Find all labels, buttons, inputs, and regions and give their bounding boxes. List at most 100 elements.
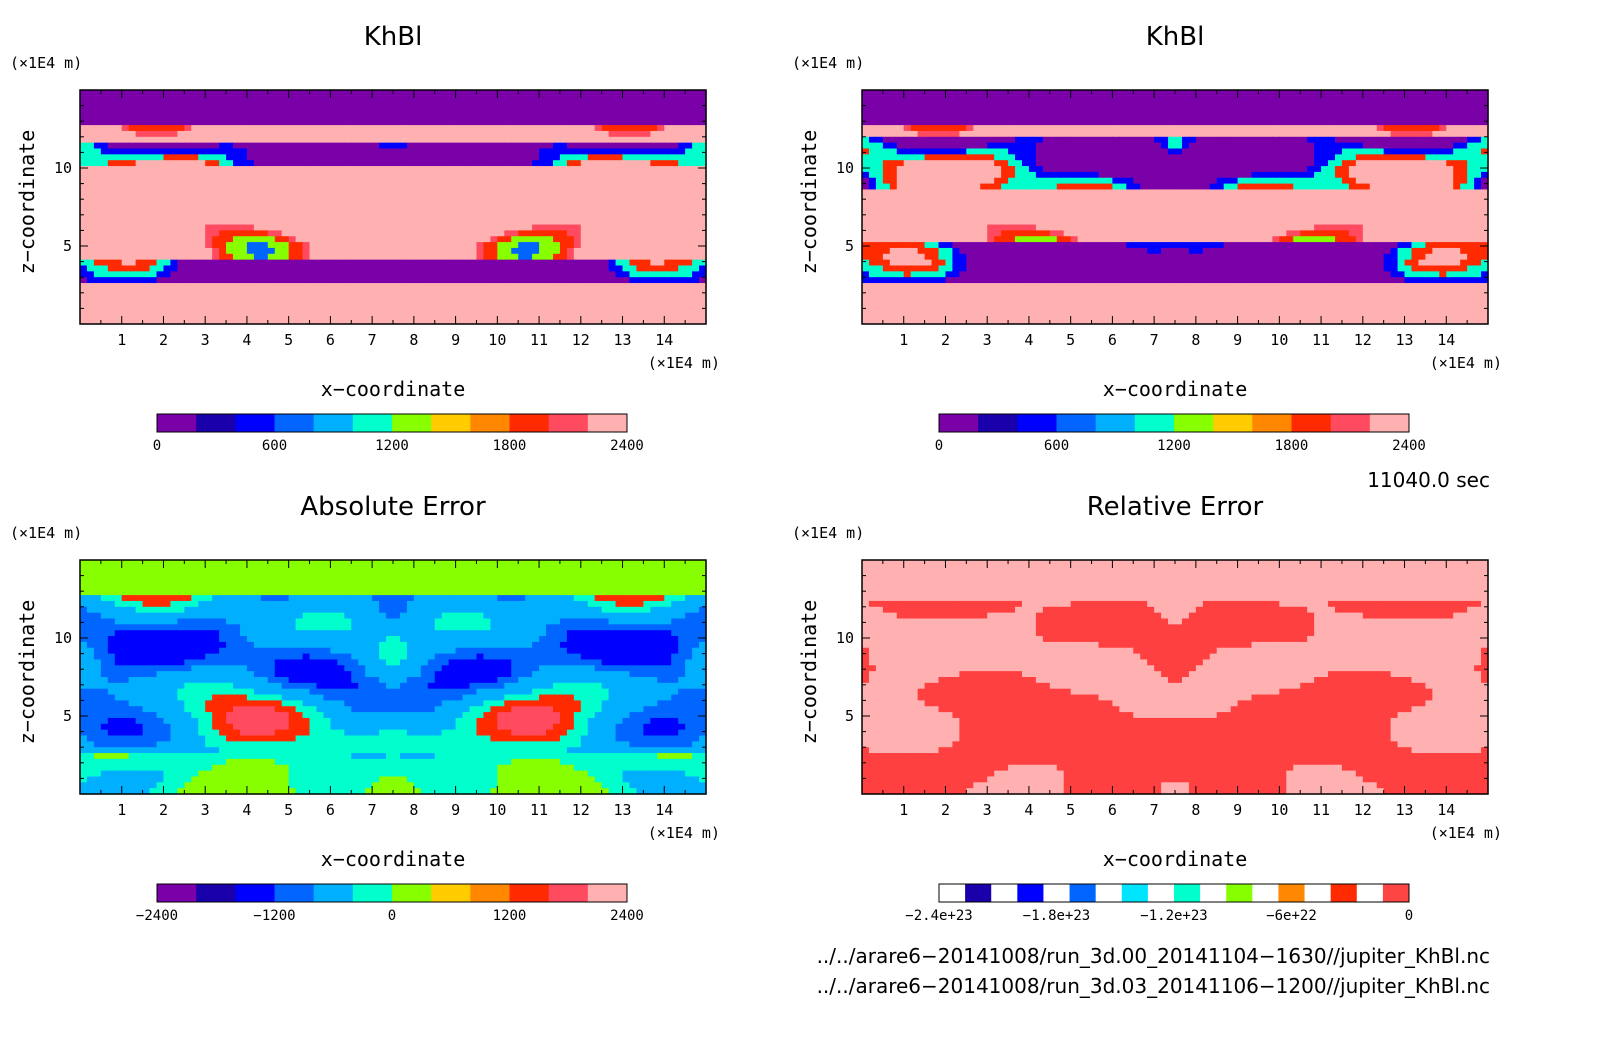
heatmap-cell [889, 95, 898, 103]
heatmap-cell [608, 271, 617, 278]
heatmap-cell [205, 236, 213, 243]
heatmap-cell [212, 90, 220, 97]
heatmap-cell [163, 177, 172, 185]
heatmap-cell [219, 242, 227, 249]
heatmap-cell [678, 300, 686, 308]
heatmap-cell [525, 183, 533, 191]
heatmap-cell [622, 242, 631, 249]
heatmap-cell [573, 148, 582, 155]
heatmap-cell [903, 107, 912, 114]
heatmap-cell [692, 247, 700, 255]
heatmap-cell [629, 154, 638, 161]
heatmap-cell [427, 119, 436, 126]
heatmap-cell [462, 312, 471, 319]
heatmap-cell [309, 90, 318, 97]
heatmap-cell [1035, 154, 1044, 161]
heatmap-cell [587, 125, 596, 132]
heatmap-cell [511, 166, 519, 173]
heatmap-cell [191, 119, 199, 126]
heatmap-cell [511, 113, 519, 120]
heatmap-cell [539, 318, 547, 325]
heatmap-cell [1223, 113, 1232, 120]
heatmap-cell [1474, 154, 1482, 161]
heatmap-cell [559, 90, 568, 97]
heatmap-cell [344, 312, 352, 319]
heatmap-cell [615, 166, 624, 173]
heatmap-cell [316, 148, 325, 155]
heatmap-cell [351, 224, 359, 231]
heatmap-cell [1070, 130, 1079, 138]
heatmap-cell [476, 130, 485, 138]
heatmap-cell [1446, 119, 1454, 126]
heatmap-cell [239, 142, 248, 150]
heatmap-cell [427, 166, 436, 173]
colorbar-swatch [196, 414, 236, 432]
heatmap-cell [650, 119, 658, 126]
heatmap-cell [316, 218, 325, 226]
heatmap-cell [80, 107, 88, 114]
heatmap-cell [170, 125, 178, 132]
heatmap-cell [699, 224, 707, 231]
heatmap-cell [1293, 160, 1301, 167]
heatmap-cell [896, 107, 905, 114]
heatmap-cell [608, 142, 617, 150]
heatmap-cell [149, 218, 158, 226]
heatmap-cell [1147, 101, 1155, 109]
heatmap-cell [1383, 148, 1392, 155]
panel-2: KhBl(×1E4 m)1 2 3 4 5 6 7 8 9 10 11 12 13 14510(×1E4 … [792, 22, 1502, 454]
heatmap-cell [399, 142, 408, 150]
heatmap-cell [198, 201, 206, 208]
heatmap-cell [587, 318, 596, 325]
heatmap-cell [219, 207, 227, 214]
heatmap-cell [107, 201, 116, 208]
heatmap-cell [121, 166, 130, 173]
heatmap-cell [434, 90, 443, 97]
heatmap-cell [868, 136, 877, 144]
heatmap-cell [393, 288, 401, 296]
heatmap-cell [309, 253, 318, 261]
heatmap-cell [615, 183, 624, 191]
heatmap-cell [302, 166, 311, 173]
heatmap-cell [1091, 113, 1100, 120]
heatmap-cell [427, 230, 436, 237]
heatmap-cell [497, 207, 505, 214]
heatmap-cell [149, 224, 158, 231]
heatmap-cell [1133, 119, 1141, 126]
heatmap-cell [573, 183, 582, 191]
heatmap-cell [295, 212, 304, 220]
heatmap-cell [678, 166, 686, 173]
heatmap-cell [601, 318, 610, 325]
heatmap-cell [170, 148, 178, 155]
heatmap-cell [427, 247, 436, 255]
heatmap-cell [170, 318, 178, 325]
heatmap-cell [344, 265, 352, 272]
heatmap-cell [1147, 130, 1155, 138]
heatmap-cell [149, 283, 158, 290]
heatmap-cell [1161, 95, 1169, 103]
heatmap-cell [365, 195, 373, 202]
heatmap-cell [184, 259, 192, 267]
heatmap-cell [504, 230, 512, 237]
heatmap-cell [246, 136, 255, 144]
heatmap-cell [699, 90, 707, 97]
heatmap-cell [295, 201, 304, 208]
heatmap-cell [566, 230, 575, 237]
heatmap-cell [678, 113, 686, 120]
heatmap-cell [386, 101, 394, 109]
heatmap-cell [1362, 119, 1371, 126]
heatmap-cell [149, 171, 158, 179]
heatmap-cell [1001, 125, 1009, 132]
heatmap-cell [330, 125, 338, 132]
heatmap-cell [1112, 101, 1120, 109]
heatmap-cell [267, 171, 276, 179]
heatmap-cell [399, 283, 408, 290]
heatmap-cell [573, 318, 582, 325]
heatmap-cell [128, 288, 137, 296]
heatmap-cell [1091, 125, 1100, 132]
heatmap-cell [580, 142, 589, 150]
heatmap-cell [177, 253, 185, 261]
heatmap-cell [448, 160, 457, 167]
heatmap-cell [253, 201, 262, 208]
heatmap-cell [566, 101, 575, 109]
heatmap-cell [1439, 154, 1447, 161]
